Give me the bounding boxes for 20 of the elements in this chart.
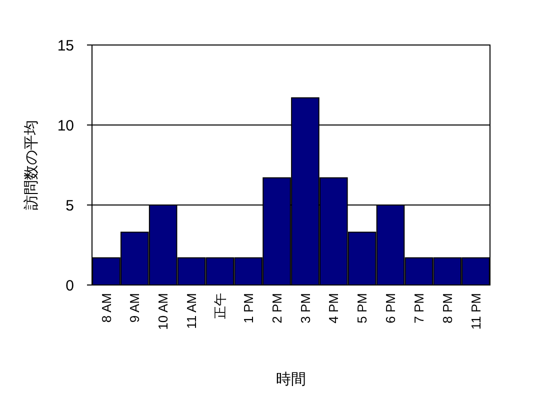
y-tick-label: 10 [57, 117, 74, 134]
y-tick-label: 0 [66, 277, 74, 294]
x-tick-label: 1 PM [240, 293, 256, 324]
x-tick-label: 6 PM [383, 293, 398, 324]
x-tick-label: 10 AM [156, 293, 171, 330]
x-tick-label: 2 PM [269, 293, 284, 324]
x-tick-label: 4 PM [326, 293, 342, 324]
y-tick-label: 5 [66, 197, 74, 214]
x-tick-label: 9 AM [127, 293, 142, 323]
x-axis-title: 時間 [276, 371, 306, 388]
x-tick-label: 7 PM [411, 293, 426, 324]
x-tick-label: 正午 [212, 293, 228, 319]
x-tick-label: 5 PM [354, 293, 370, 324]
y-axis-title: 訪問数の平均 [23, 120, 40, 210]
y-tick-label: 15 [57, 37, 74, 54]
x-tick-label: 11 AM [184, 293, 200, 329]
x-tick-label: 11 PM [468, 293, 484, 330]
x-tick-label: 8 PM [440, 293, 455, 324]
x-tick-label: 8 AM [98, 293, 114, 323]
x-tick-label: 3 PM [298, 293, 313, 324]
